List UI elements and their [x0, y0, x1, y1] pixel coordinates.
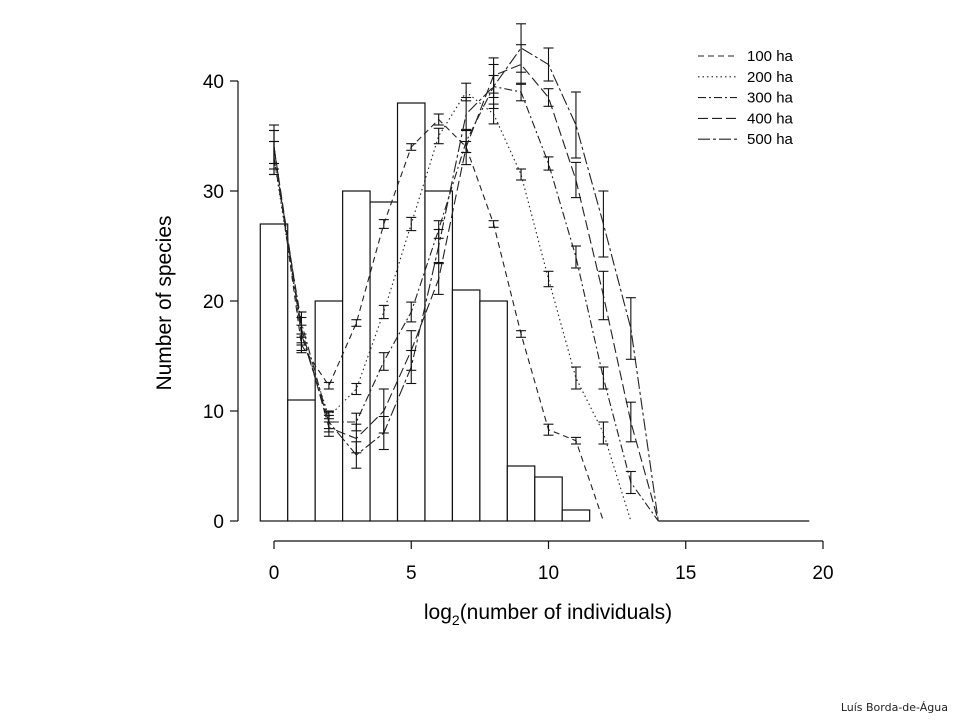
- legend: 100 ha 200 ha 300 ha 400 ha 500 ha: [698, 48, 794, 148]
- histogram-bar: [506, 465, 536, 522]
- x-tick-label: 0: [269, 563, 280, 584]
- histogram-bar: [342, 190, 371, 522]
- y-tick-label: 20: [203, 292, 224, 313]
- x-tick-label: 5: [406, 563, 417, 584]
- y-tick-label: 10: [203, 402, 224, 423]
- series-lines: [269, 23, 659, 522]
- histogram-bars: [259, 102, 591, 522]
- x-tick-label: 15: [675, 563, 696, 584]
- legend-label: 100 ha: [747, 48, 794, 65]
- credit-text: Luís Borda-de-Água: [840, 701, 948, 714]
- x-axis-label: log2(number of individuals): [424, 601, 672, 628]
- legend-label: 500 ha: [747, 131, 794, 148]
- y-tick-label: 0: [213, 512, 224, 533]
- y-tick-label: 40: [203, 72, 224, 93]
- series-500-ha: [269, 23, 659, 522]
- histogram-bar: [259, 223, 289, 522]
- histogram-bar: [561, 509, 591, 522]
- histogram-bar: [534, 476, 563, 522]
- x-tick-label: 20: [812, 563, 833, 584]
- legend-label: 300 ha: [747, 90, 794, 107]
- histogram-bar: [287, 399, 316, 522]
- legend-label: 400 ha: [747, 110, 794, 127]
- y-tick-label: 30: [203, 182, 224, 203]
- histogram-bar: [479, 300, 508, 522]
- y-axis-label: Number of species: [153, 215, 176, 390]
- histogram-bar: [451, 289, 481, 522]
- x-tick-label: 10: [538, 563, 559, 584]
- x-axis: 0 5 10 15 20: [269, 540, 834, 584]
- y-axis: 0 10 20 30 40: [203, 72, 239, 533]
- legend-label: 200 ha: [747, 69, 794, 86]
